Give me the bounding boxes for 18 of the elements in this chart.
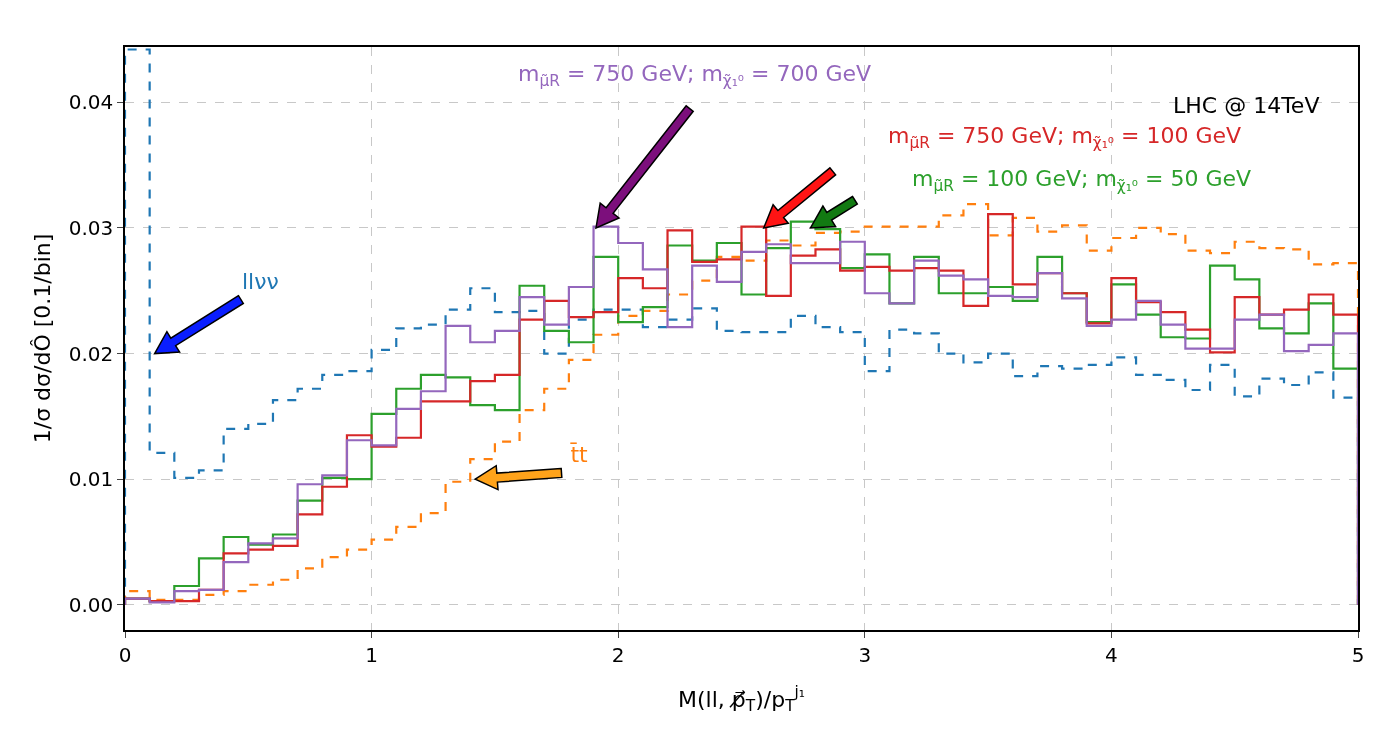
- text: m$_{μ̃R}$ = 750 GeV; m$_{χ̃₁⁰}$ = 700 GeV: [518, 61, 872, 90]
- text: m$_{μ̃R}$ = 750 GeV; m$_{χ̃₁⁰}$ = 100 GeV: [888, 123, 1242, 152]
- x-tick-label: 3: [858, 642, 872, 667]
- x-tick-label: 2: [611, 642, 625, 667]
- annotation: LHC @ 14TeV: [1173, 93, 1320, 118]
- y-tick-label: 0.04: [68, 90, 114, 115]
- text: m$_{μ̃R}$ = 100 GeV; m$_{χ̃₁⁰}$ = 50 GeV: [912, 166, 1252, 195]
- x-tick-label: 4: [1105, 642, 1118, 667]
- y-axis-title: 1/σ dσ/dÔ [0.1/bin]: [30, 233, 56, 444]
- x-tick-label: 1: [365, 642, 378, 667]
- text: llνν: [242, 269, 279, 294]
- series-label: t̄t: [570, 442, 589, 468]
- y-tick-label: 0.00: [68, 592, 114, 617]
- y-tick-label: 0.01: [68, 467, 114, 492]
- y-tick-label: 0.02: [68, 341, 114, 366]
- x-tick-label: 0: [118, 642, 132, 667]
- x-tick-label: 5: [1351, 642, 1365, 667]
- y-tick-label: 0.03: [68, 215, 114, 240]
